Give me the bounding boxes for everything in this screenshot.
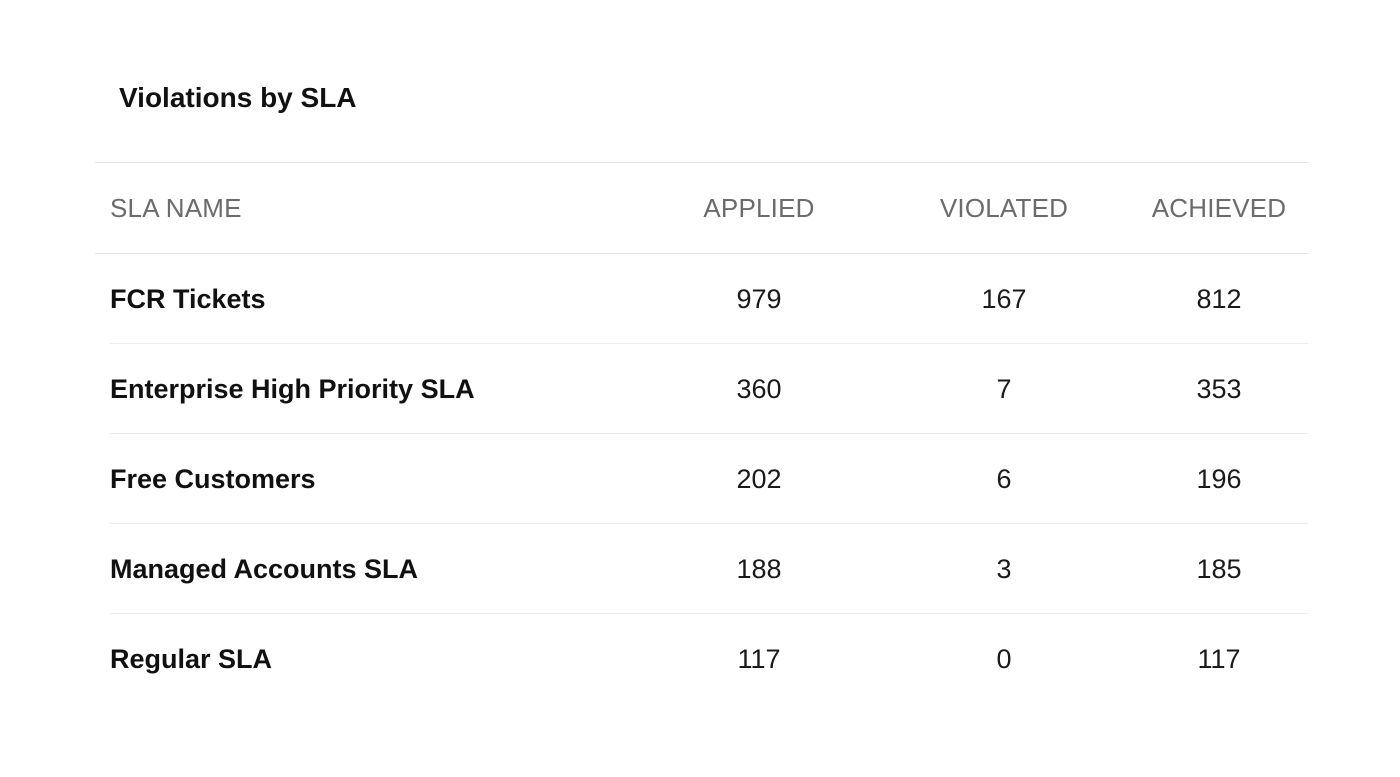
sla-name-cell: FCR Tickets xyxy=(110,284,266,314)
sla-name-cell: Free Customers xyxy=(110,464,316,494)
sla-table: SLA NAME APPLIED VIOLATED ACHIEVED FCR T… xyxy=(95,162,1308,704)
violated-cell: 0 xyxy=(996,644,1012,674)
violated-cell: 167 xyxy=(981,284,1027,314)
table-row: Enterprise High Priority SLA 360 7 353 xyxy=(95,344,1308,434)
applied-cell: 117 xyxy=(737,644,781,674)
applied-cell: 360 xyxy=(736,374,782,404)
achieved-cell: 353 xyxy=(1196,374,1242,404)
applied-cell: 979 xyxy=(736,284,782,314)
card-title: Violations by SLA xyxy=(119,82,357,113)
column-header-achieved[interactable]: ACHIEVED xyxy=(1151,193,1287,223)
table-row: FCR Tickets 979 167 812 xyxy=(95,254,1308,344)
sla-name-cell: Enterprise High Priority SLA xyxy=(110,374,475,404)
table-row: Free Customers 202 6 196 xyxy=(95,434,1308,524)
table-row: Managed Accounts SLA 188 3 185 xyxy=(95,524,1308,614)
applied-cell: 188 xyxy=(736,554,782,584)
achieved-cell: 812 xyxy=(1196,284,1242,314)
achieved-cell: 117 xyxy=(1197,644,1241,674)
violated-cell: 7 xyxy=(996,374,1012,404)
violated-cell: 6 xyxy=(996,464,1012,494)
table-header-row: SLA NAME APPLIED VIOLATED ACHIEVED xyxy=(95,162,1308,254)
column-header-sla-name[interactable]: SLA NAME xyxy=(110,193,242,223)
achieved-cell: 196 xyxy=(1196,464,1242,494)
violated-cell: 3 xyxy=(996,554,1012,584)
applied-cell: 202 xyxy=(736,464,782,494)
sla-name-cell: Regular SLA xyxy=(110,644,273,674)
achieved-cell: 185 xyxy=(1196,554,1242,584)
column-header-violated[interactable]: VIOLATED xyxy=(939,193,1069,223)
column-header-applied[interactable]: APPLIED xyxy=(703,193,815,223)
sla-name-cell: Managed Accounts SLA xyxy=(110,554,419,584)
table-row: Regular SLA 117 0 117 xyxy=(95,614,1308,704)
